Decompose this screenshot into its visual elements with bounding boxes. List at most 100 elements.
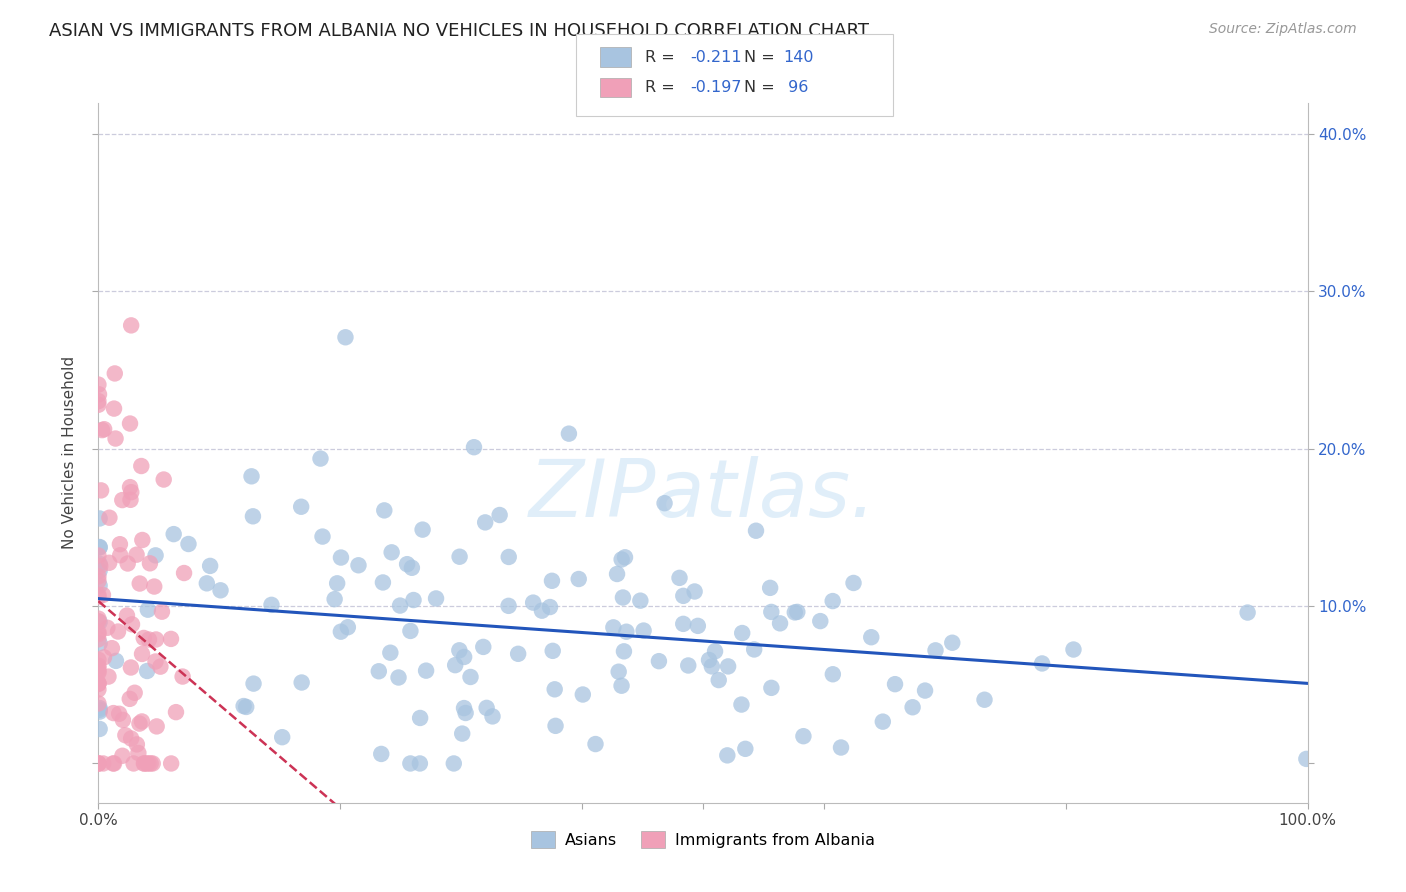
Point bbox=[610, 552, 633, 566]
Point bbox=[633, 624, 655, 638]
Point bbox=[139, 756, 162, 771]
Point bbox=[120, 485, 142, 500]
Point bbox=[610, 679, 633, 693]
Text: Source: ZipAtlas.com: Source: ZipAtlas.com bbox=[1209, 22, 1357, 37]
Point bbox=[242, 509, 264, 524]
Point bbox=[783, 606, 806, 620]
Point bbox=[111, 748, 134, 763]
Point bbox=[87, 665, 110, 680]
Text: R =: R = bbox=[645, 80, 681, 95]
Point bbox=[232, 699, 254, 714]
Point bbox=[522, 596, 544, 610]
Point bbox=[498, 599, 520, 613]
Point bbox=[941, 636, 963, 650]
Point bbox=[93, 422, 115, 436]
Point bbox=[145, 655, 167, 669]
Point bbox=[111, 493, 134, 508]
Point bbox=[87, 612, 110, 626]
Point bbox=[89, 578, 111, 592]
Text: ZIPatlas.: ZIPatlas. bbox=[529, 456, 877, 533]
Point bbox=[120, 660, 142, 674]
Point bbox=[508, 647, 530, 661]
Point bbox=[309, 451, 332, 466]
Point bbox=[114, 728, 136, 742]
Point bbox=[572, 688, 595, 702]
Point bbox=[87, 574, 110, 588]
Point bbox=[686, 619, 709, 633]
Point bbox=[538, 600, 561, 615]
Point bbox=[472, 640, 495, 654]
Point bbox=[111, 713, 134, 727]
Point bbox=[415, 664, 437, 678]
Point bbox=[145, 719, 167, 733]
Point bbox=[177, 537, 200, 551]
Point bbox=[387, 671, 409, 685]
Point bbox=[842, 576, 865, 591]
Point bbox=[769, 616, 792, 631]
Point bbox=[118, 691, 141, 706]
Point bbox=[91, 756, 114, 771]
Point bbox=[96, 621, 118, 635]
Point bbox=[488, 508, 510, 522]
Point bbox=[128, 716, 150, 731]
Point bbox=[568, 572, 591, 586]
Point bbox=[89, 701, 111, 715]
Point bbox=[87, 677, 110, 691]
Point bbox=[1295, 752, 1317, 766]
Point bbox=[761, 605, 783, 619]
Point bbox=[716, 748, 738, 763]
Point bbox=[558, 426, 581, 441]
Point bbox=[89, 705, 111, 719]
Point bbox=[122, 756, 145, 771]
Text: 140: 140 bbox=[783, 50, 814, 64]
Point bbox=[87, 682, 110, 697]
Point bbox=[104, 654, 127, 668]
Point bbox=[165, 705, 187, 719]
Point bbox=[860, 630, 883, 644]
Text: 96: 96 bbox=[783, 80, 808, 95]
Point bbox=[453, 701, 475, 715]
Point bbox=[104, 432, 127, 446]
Point bbox=[402, 593, 425, 607]
Point bbox=[160, 756, 183, 771]
Point bbox=[602, 620, 624, 634]
Point bbox=[138, 632, 160, 647]
Point bbox=[91, 588, 114, 602]
Point bbox=[585, 737, 607, 751]
Point bbox=[614, 550, 637, 565]
Point bbox=[697, 653, 720, 667]
Point bbox=[654, 496, 676, 510]
Point bbox=[734, 741, 756, 756]
Point bbox=[541, 574, 564, 588]
Point bbox=[260, 598, 283, 612]
Point bbox=[135, 756, 157, 771]
Point bbox=[131, 647, 153, 661]
Point bbox=[138, 756, 160, 771]
Point bbox=[453, 649, 475, 664]
Point bbox=[786, 605, 808, 619]
Point bbox=[613, 644, 636, 658]
Point bbox=[107, 624, 129, 639]
Point bbox=[120, 318, 142, 333]
Point bbox=[89, 722, 111, 736]
Point bbox=[145, 549, 167, 563]
Point bbox=[142, 756, 165, 771]
Point bbox=[678, 658, 700, 673]
Point bbox=[808, 614, 831, 628]
Legend: Asians, Immigrants from Albania: Asians, Immigrants from Albania bbox=[524, 825, 882, 855]
Point bbox=[474, 516, 496, 530]
Point bbox=[101, 641, 124, 656]
Point bbox=[731, 626, 754, 640]
Point bbox=[1031, 657, 1053, 671]
Point bbox=[481, 709, 503, 723]
Point bbox=[118, 480, 141, 494]
Point bbox=[668, 571, 690, 585]
Point bbox=[454, 706, 477, 720]
Point bbox=[460, 670, 482, 684]
Point bbox=[612, 591, 634, 605]
Point bbox=[401, 561, 423, 575]
Point bbox=[120, 731, 142, 746]
Point bbox=[98, 510, 121, 524]
Point bbox=[792, 729, 814, 743]
Point bbox=[127, 746, 149, 760]
